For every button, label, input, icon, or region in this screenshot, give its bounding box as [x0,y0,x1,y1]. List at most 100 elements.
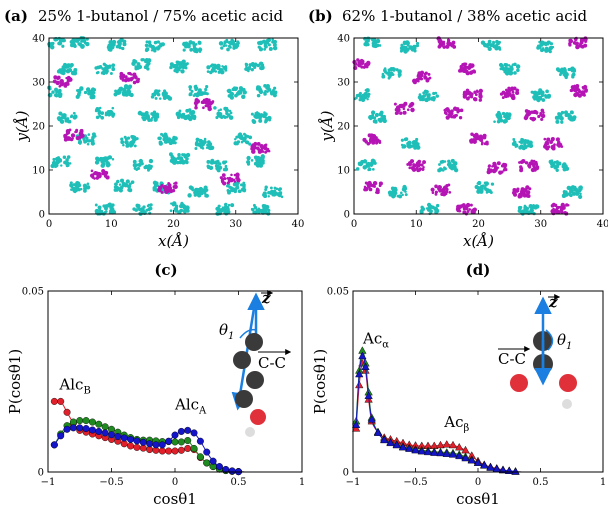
atom-dot [159,181,164,185]
atom-dot [541,98,546,102]
atom-dot [424,92,428,96]
atom-dot [442,42,446,46]
atom-dot [256,93,261,98]
cluster-point [406,159,426,173]
panel-a-label: (a) [4,7,28,25]
data-point [139,438,147,446]
y-axis-label: y(Å) [13,110,31,142]
atom-dot [65,68,71,74]
oxygen-atom [250,409,266,425]
atom-dot [539,114,542,117]
atom-dot [476,182,480,185]
atom-dot [469,138,473,143]
cluster-point [569,84,588,98]
atom-dot [193,48,199,54]
atom-dot [146,204,150,208]
atom-dot [168,183,172,187]
atom-dot [136,166,141,171]
y-tick-label: 10 [32,166,45,177]
atom-dot [501,96,505,100]
atom-dot [405,40,410,45]
atom-dot [458,115,463,120]
atom-dot [95,107,99,110]
atom-dot [583,93,586,97]
atom-dot [230,173,233,177]
atom-dot [498,47,502,51]
atom-dot [459,66,464,71]
x-tick-label: 30 [229,219,242,230]
atom-dot [57,117,62,122]
atom-dot [269,186,273,190]
atom-dot [453,162,457,166]
atom-dot [172,160,177,165]
oxygen-atom [510,374,528,392]
atom-dot [487,46,492,52]
atom-dot [455,108,459,112]
cluster-point [518,159,540,173]
atom-dot [119,178,125,183]
atom-dot [422,94,426,98]
z-label-c: z [261,289,271,307]
atom-dot [211,100,215,103]
atom-dot [87,133,91,136]
atom-dot [123,84,129,89]
atom-dot [578,187,583,191]
atom-dot [229,111,233,115]
atom-dot [73,44,77,48]
atom-dot [393,102,397,106]
atom-dot [150,95,155,99]
atom-dot [528,211,532,214]
atom-dot [94,203,98,207]
atom-dot [438,38,443,44]
atom-dot [156,46,161,50]
atom-dot [263,47,267,51]
cluster-point [355,158,377,172]
atom-dot [118,188,124,193]
atom-dot [272,89,275,92]
x-tick-label: 40 [292,219,305,230]
atom-dot [262,114,267,119]
atom-dot [263,147,268,151]
atom-dot [569,67,574,72]
atom-dot [53,93,58,98]
atom-dot [195,140,199,144]
atom-dot [91,132,96,137]
atom-dot [260,64,265,70]
atom-dot [544,48,549,53]
atom-dot [581,90,585,94]
atom-dot [156,92,161,97]
atom-dot [551,144,554,148]
y-tick-label: 0 [38,468,44,479]
atom-dot [466,96,470,101]
atom-dot [515,64,521,69]
data-point [133,437,141,445]
atom-dot [228,185,232,189]
data-point [101,423,109,431]
atom-dot [82,38,87,43]
atom-dot [574,41,580,46]
data-point [215,463,223,471]
data-point [511,467,520,475]
atom-dot [182,115,187,120]
atom-dot [517,208,523,214]
cluster-point [399,40,420,54]
atom-dot [250,144,255,149]
data-point [158,447,166,455]
atom-dot [57,36,62,41]
atom-dot [80,133,85,138]
atom-dot [535,162,539,166]
atom-dot [93,177,96,180]
atom-dot [216,207,221,212]
cluster-point [250,111,272,125]
atom-dot [124,139,129,145]
x-axis-label: x(Å) [158,232,189,250]
x-tick-label: 1 [299,477,305,488]
cluster-point [169,201,190,215]
atom-dot [511,90,515,94]
annotation-0: Acα [362,329,389,350]
atom-dot [367,92,371,96]
atom-dot [231,188,235,192]
cluster-point [255,83,278,98]
cluster-point [188,84,209,98]
atom-dot [507,86,511,90]
